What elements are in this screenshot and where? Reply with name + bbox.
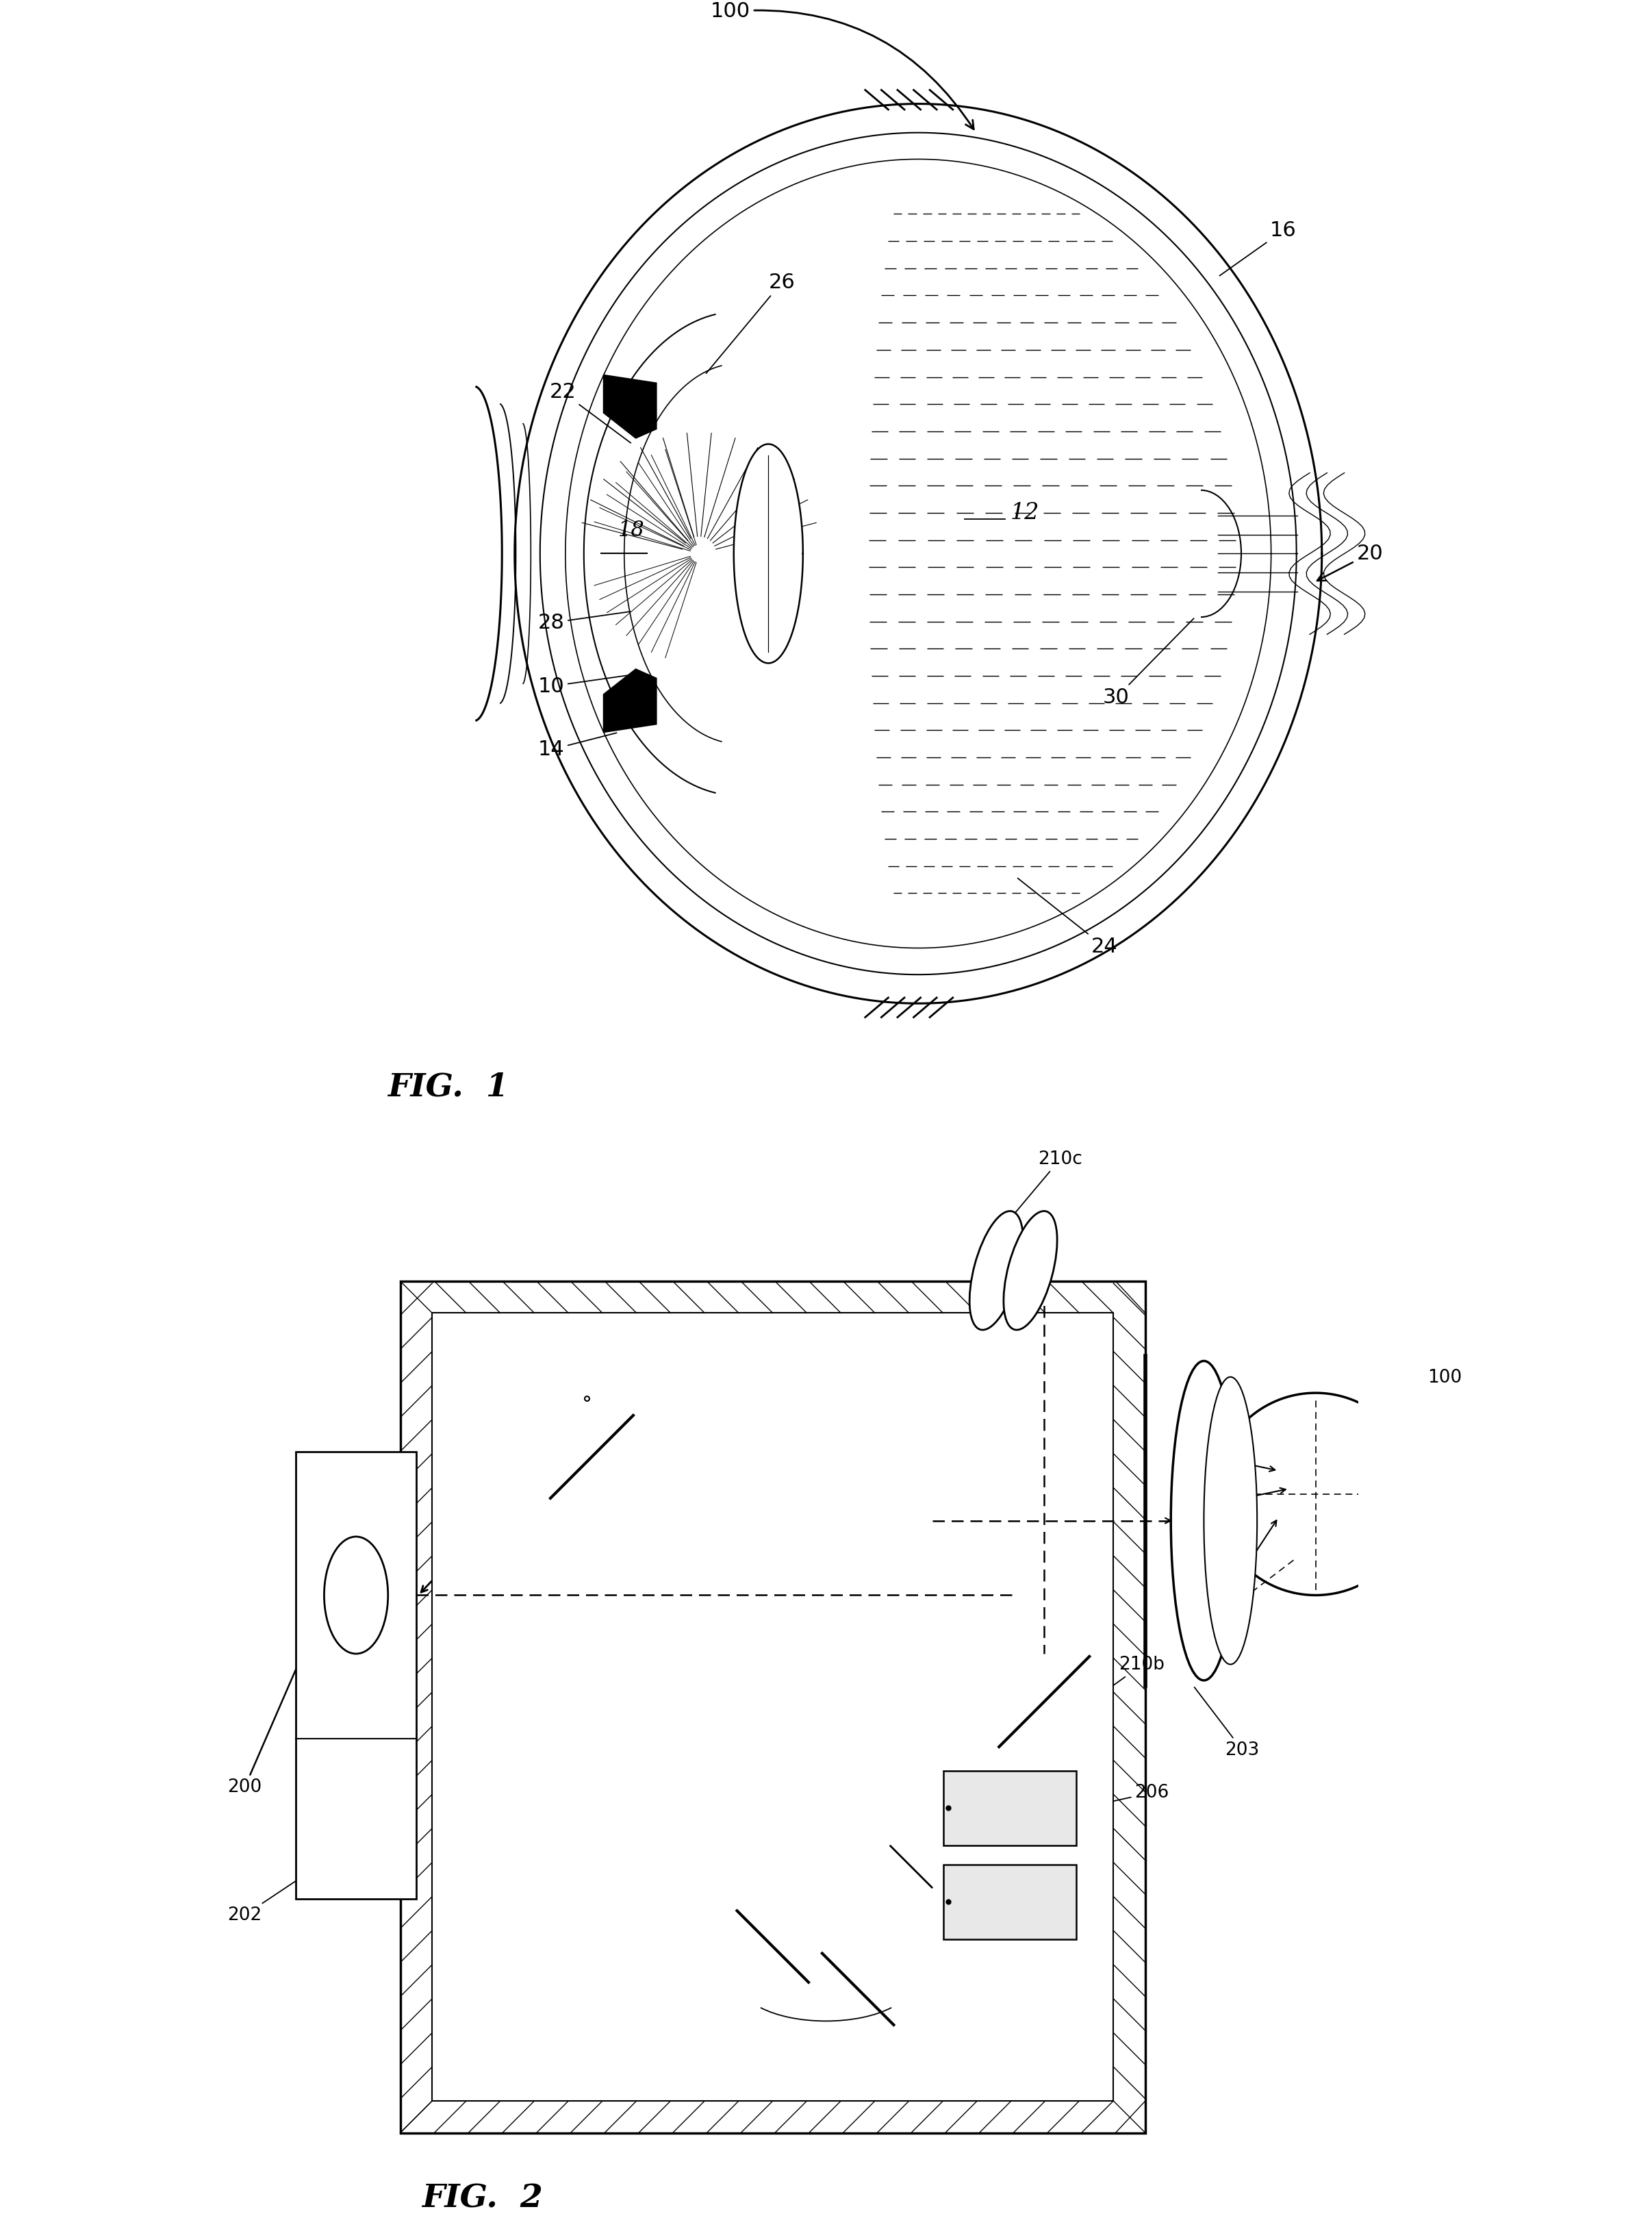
Bar (943, 1770, 1075, 1845)
Text: FIG.  2: FIG. 2 (421, 2183, 542, 2214)
Ellipse shape (1003, 1211, 1057, 1331)
Text: 14: 14 (537, 732, 616, 759)
Bar (400, 1282, 1145, 2134)
Ellipse shape (1204, 1377, 1257, 1663)
Polygon shape (515, 104, 1322, 1003)
Text: 203: 203 (1194, 1688, 1259, 1759)
Text: 18: 18 (618, 519, 644, 541)
Text: 26: 26 (705, 273, 795, 373)
Text: 210c: 210c (1008, 1151, 1082, 1222)
Text: FIG.  1: FIG. 1 (388, 1071, 509, 1102)
Text: 210b: 210b (1077, 1657, 1165, 1710)
Text: 206: 206 (1084, 1783, 1170, 1808)
Text: 204: 204 (1011, 1945, 1059, 2012)
Ellipse shape (970, 1211, 1023, 1331)
Text: 208: 208 (862, 1885, 920, 1956)
Polygon shape (733, 444, 803, 663)
Text: 28: 28 (537, 612, 631, 632)
Bar (296, 1451, 416, 1899)
Text: 10: 10 (537, 674, 631, 696)
Bar (433, 1313, 1113, 2100)
Text: 22: 22 (548, 381, 631, 444)
Polygon shape (603, 670, 656, 732)
Polygon shape (603, 375, 656, 439)
Ellipse shape (1171, 1362, 1237, 1681)
Text: 30: 30 (1104, 619, 1194, 708)
Text: 210a: 210a (762, 2018, 808, 2036)
Text: 24: 24 (1018, 878, 1118, 956)
Polygon shape (565, 160, 1270, 947)
Text: 16: 16 (1219, 222, 1297, 275)
Text: 210c: 210c (486, 1373, 530, 1391)
Text: 100: 100 (710, 2, 973, 129)
Text: 202: 202 (228, 1868, 316, 1923)
Polygon shape (540, 133, 1297, 974)
Text: 20: 20 (1317, 543, 1383, 581)
Text: 12: 12 (1011, 501, 1039, 523)
Text: 100: 100 (1427, 1369, 1462, 1386)
Bar (943, 1865, 1075, 1939)
Text: 200: 200 (228, 1637, 311, 1797)
